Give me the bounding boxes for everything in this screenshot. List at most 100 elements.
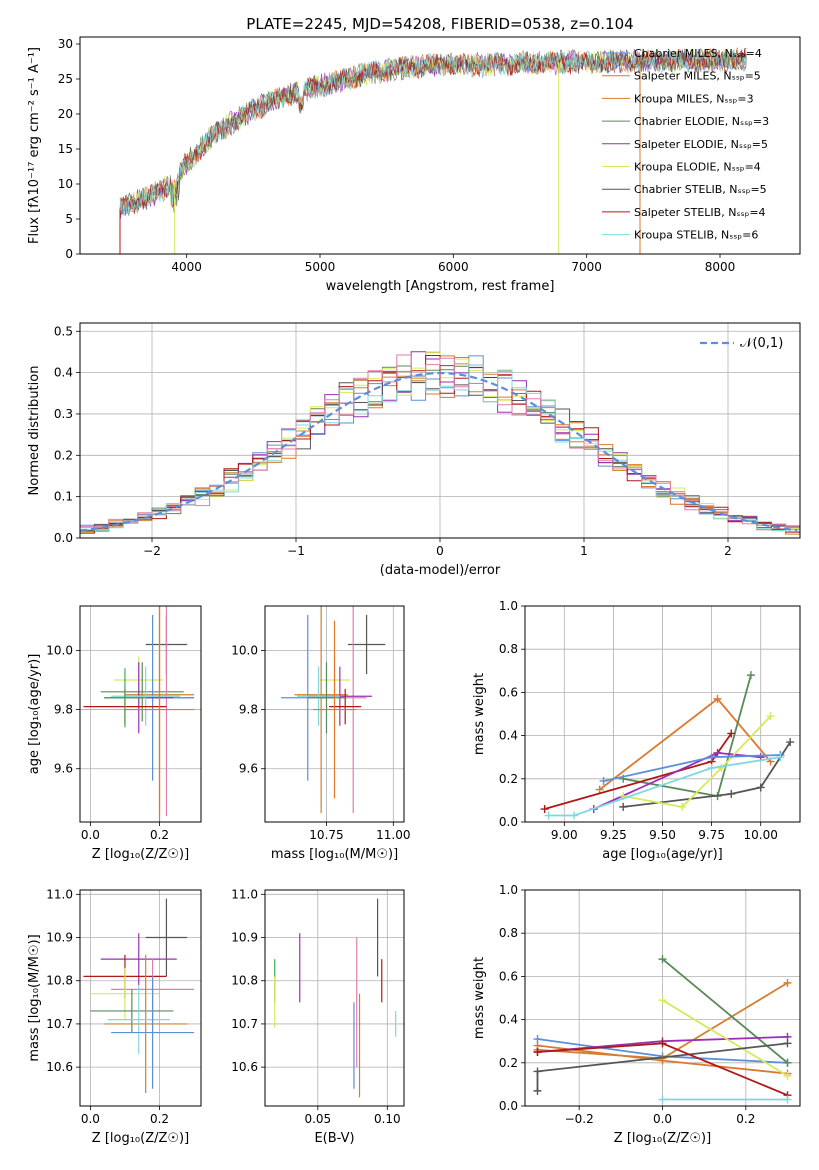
x-axis-label: Z [log₁₀(Z/Z☉)] bbox=[614, 1131, 711, 1146]
x-tick-label: 11.00 bbox=[376, 828, 410, 842]
weight-marker bbox=[707, 764, 716, 772]
legend: Chabrier MILES, Nₛₛₚ=4 Salpeter MILES, Nₛ… bbox=[602, 47, 769, 242]
x-axis-label: mass [log₁₀(M/M☉)] bbox=[271, 847, 398, 862]
x-axis-label: Z [log₁₀(Z/Z☉)] bbox=[92, 1131, 189, 1146]
weight-marker bbox=[746, 671, 755, 680]
weight-marker bbox=[786, 738, 795, 747]
legend-entry: Chabrier MILES, Nₛₛₚ=4 bbox=[634, 47, 762, 60]
y-tick-label: 0.4 bbox=[54, 366, 73, 380]
y-tick-label: 0.3 bbox=[54, 407, 73, 421]
legend-entry: Salpeter STELIB, Nₛₛₚ=4 bbox=[634, 206, 766, 219]
legend-entry: Kroupa ELODIE, Nₛₛₚ=4 bbox=[634, 161, 761, 174]
y-tick-label: 0.0 bbox=[499, 815, 518, 829]
y-tick-label: 15 bbox=[58, 142, 73, 156]
panel-residuals: −2 −1 0 1 2 0.0 0.1 0.2 0.3 0.4 0.5 (data-model)/er… bbox=[27, 322, 801, 578]
x-tick-label: 8000 bbox=[705, 260, 736, 274]
weight-marker bbox=[756, 783, 765, 792]
histogram-step bbox=[80, 357, 800, 533]
normal-curve bbox=[80, 372, 798, 532]
chart-title: PLATE=2245, MJD=54208, FIBERID=0538, z=0… bbox=[246, 15, 633, 33]
y-tick-label: 10 bbox=[58, 177, 73, 191]
weight-marker bbox=[678, 802, 687, 811]
legend-entry: Kroupa STELIB, Nₛₛₚ=6 bbox=[634, 229, 758, 242]
x-axis-label: wavelength [Angstrom, rest frame] bbox=[326, 279, 555, 294]
y-tick-label: 0 bbox=[65, 247, 73, 261]
x-axis-label: E(B-V) bbox=[314, 1131, 354, 1146]
y-tick-label: 0.6 bbox=[499, 969, 518, 983]
weight-marker bbox=[727, 789, 736, 798]
x-tick-label: 9.50 bbox=[649, 828, 676, 842]
weight-marker bbox=[619, 802, 628, 811]
weight-line bbox=[623, 741, 791, 808]
weight-marker bbox=[707, 753, 716, 762]
x-tick-label: 10.00 bbox=[744, 828, 778, 842]
plot-area bbox=[525, 606, 800, 822]
y-tick-label: 0.1 bbox=[54, 490, 73, 504]
x-tick-label: 1 bbox=[580, 544, 588, 558]
weight-marker bbox=[783, 1039, 792, 1048]
weight-marker bbox=[783, 1095, 792, 1104]
weight-marker bbox=[713, 694, 722, 703]
y-axis-label: Flux [fλ10⁻¹⁷ erg cm⁻² s⁻¹ A⁻¹] bbox=[27, 47, 42, 244]
weight-line bbox=[623, 715, 772, 808]
x-tick-label: 7000 bbox=[571, 260, 602, 274]
weight-marker bbox=[727, 729, 736, 738]
plot-area bbox=[525, 890, 800, 1106]
y-tick-label: 5 bbox=[65, 212, 73, 226]
x-tick-label: 0.2 bbox=[150, 1112, 169, 1126]
panel-mass_vs_Z: 0.0 0.2 10.6 10.7 10.8 10.9 11.0 Z [log₁₀(Z/Z☉)… bbox=[27, 887, 202, 1146]
plot-area bbox=[80, 606, 201, 822]
y-tick-label: 0.6 bbox=[499, 685, 518, 699]
panel-mass_weight_vs_age: 9.00 9.25 9.50 9.75 10.00 0.0 0.2 0.4 0.6 0.8 1.0 a… bbox=[472, 599, 801, 862]
y-axis-label: age [log₁₀(age/yr)] bbox=[27, 654, 42, 775]
y-tick-label: 0.0 bbox=[54, 531, 73, 545]
y-tick-label: 0.5 bbox=[54, 324, 73, 338]
axes-frame bbox=[264, 889, 405, 1107]
x-tick-label: 9.00 bbox=[551, 828, 578, 842]
x-tick-label: 4000 bbox=[171, 260, 202, 274]
y-tick-label: 10.7 bbox=[231, 1017, 258, 1031]
y-tick-label: 0.2 bbox=[499, 772, 518, 786]
histogram-step bbox=[80, 354, 800, 528]
legend-entry: Chabrier STELIB, Nₛₛₚ=5 bbox=[634, 183, 767, 196]
y-tick-label: 0.2 bbox=[54, 448, 73, 462]
y-axis-label: mass weight bbox=[472, 957, 487, 1039]
weight-marker bbox=[595, 785, 604, 794]
y-tick-label: 9.8 bbox=[239, 703, 258, 717]
y-tick-label: 10.8 bbox=[231, 974, 258, 988]
legend-entry: Chabrier ELODIE, Nₛₛₚ=3 bbox=[634, 115, 769, 128]
x-tick-label: 0 bbox=[436, 544, 444, 558]
weight-marker bbox=[783, 978, 792, 987]
weight-marker bbox=[658, 1095, 667, 1104]
x-tick-label: 0.2 bbox=[150, 828, 169, 842]
y-tick-label: 1.0 bbox=[499, 883, 518, 897]
y-tick-label: 10.0 bbox=[46, 643, 73, 657]
weight-marker bbox=[570, 811, 579, 820]
y-tick-label: 10.6 bbox=[231, 1060, 258, 1074]
weight-line bbox=[548, 756, 781, 817]
panel-age_vs_Z: 0.0 0.2 9.6 9.8 10.0 Z [log₁₀(Z/Z☉)] age [log₁… bbox=[27, 605, 202, 862]
plot-area bbox=[265, 606, 404, 822]
weight-marker bbox=[766, 712, 775, 721]
y-tick-label: 11.0 bbox=[46, 887, 73, 901]
y-tick-label: 10.7 bbox=[46, 1017, 73, 1031]
y-tick-label: 25 bbox=[58, 72, 73, 86]
plot-area bbox=[80, 890, 201, 1106]
y-tick-label: 0.8 bbox=[499, 642, 518, 656]
legend-entry: Salpeter MILES, Nₛₛₚ=5 bbox=[634, 70, 761, 83]
weight-marker bbox=[717, 764, 726, 772]
weight-marker bbox=[544, 811, 553, 820]
histogram-step bbox=[80, 364, 800, 532]
x-tick-label: 10.75 bbox=[309, 828, 343, 842]
weight-marker bbox=[783, 1071, 792, 1080]
weight-marker bbox=[533, 1067, 542, 1076]
x-tick-label: 0.2 bbox=[736, 1112, 755, 1126]
x-tick-label: 2 bbox=[724, 544, 732, 558]
weight-marker bbox=[713, 748, 722, 757]
panel-age_vs_mass: 10.75 11.00 9.6 9.8 10.0 mass [log₁₀(M/M☉)] bbox=[231, 605, 410, 862]
spectrum-line bbox=[119, 48, 747, 214]
x-tick-label: 5000 bbox=[305, 260, 336, 274]
legend: 𝒩(0,1) bbox=[700, 336, 783, 351]
y-tick-label: 10.6 bbox=[46, 1060, 73, 1074]
legend-entry: 𝒩(0,1) bbox=[740, 336, 783, 351]
